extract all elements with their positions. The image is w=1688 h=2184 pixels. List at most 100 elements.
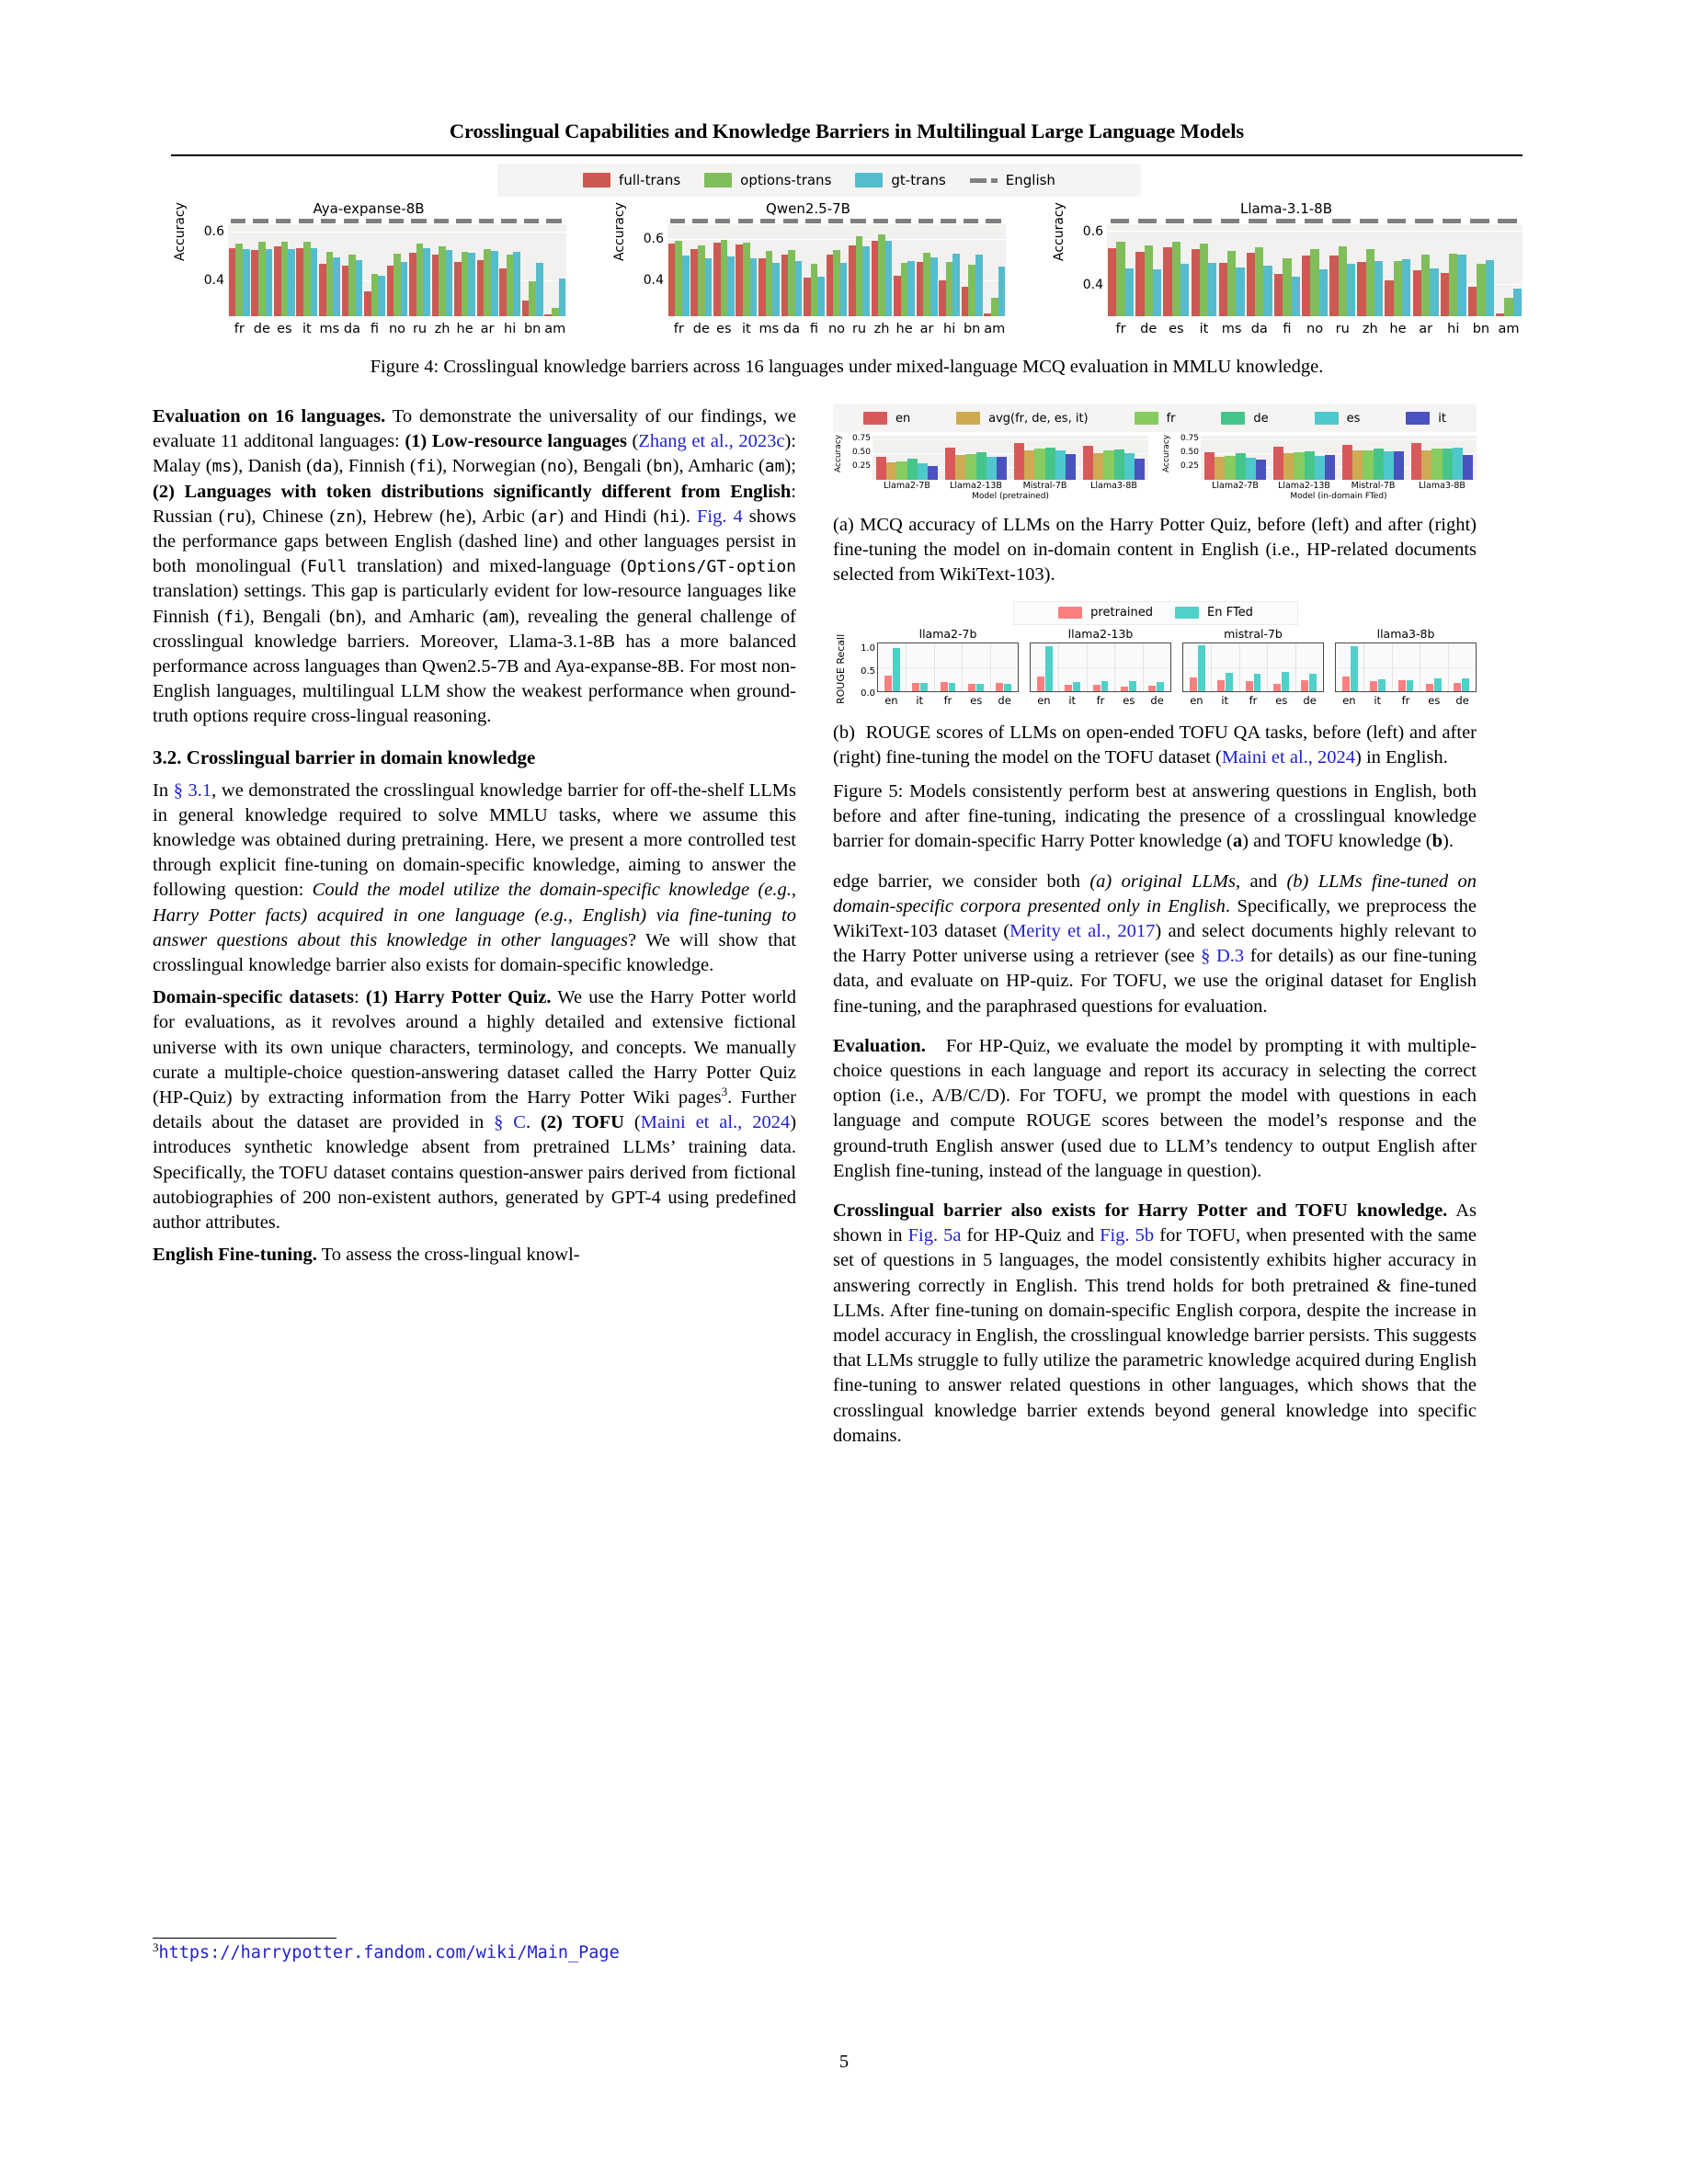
citation-maini-2024[interactable]: Maini et al., 2024 bbox=[1221, 746, 1356, 768]
bar-group bbox=[1239, 643, 1267, 691]
dash-segment bbox=[276, 219, 291, 223]
bar bbox=[1440, 272, 1450, 316]
x-tick-label: de bbox=[1303, 693, 1317, 707]
bar bbox=[920, 683, 928, 691]
bar-group bbox=[273, 224, 296, 316]
legend-label-en: en bbox=[895, 411, 911, 426]
bar-group bbox=[667, 224, 690, 316]
bar bbox=[720, 240, 728, 316]
figure-5b-caption: (b) ROUGE scores of LLMs on open-ended T… bbox=[833, 722, 1477, 768]
bar bbox=[1272, 446, 1283, 480]
bar bbox=[1314, 455, 1325, 480]
figure-5-caption-pre: Figure 5: Models consistently perform be… bbox=[833, 781, 1477, 852]
bar bbox=[912, 682, 920, 691]
legend-label-gt-trans: gt-trans bbox=[891, 172, 946, 188]
citation-maini-2024[interactable]: Maini et al., 2024 bbox=[640, 1112, 791, 1133]
bar bbox=[400, 261, 408, 316]
bar bbox=[781, 254, 789, 316]
x-tick-label: de bbox=[998, 693, 1011, 707]
dash-segment bbox=[986, 219, 1001, 223]
bar bbox=[894, 276, 901, 316]
paragraph-evaluation-16-languages: Evaluation on 16 languages. To demonstra… bbox=[153, 406, 797, 727]
legend-label-fr: fr bbox=[1166, 411, 1176, 426]
x-axis-labels: en it fr es de bbox=[1030, 694, 1171, 707]
bar bbox=[529, 280, 536, 316]
bar bbox=[788, 250, 795, 316]
bar bbox=[1004, 684, 1012, 691]
bar bbox=[1245, 458, 1256, 480]
dash-segment bbox=[523, 219, 540, 223]
english-reference-line bbox=[228, 219, 566, 223]
bar-group bbox=[1058, 643, 1086, 691]
bar bbox=[1152, 269, 1162, 316]
legend-item-fr: fr bbox=[1134, 411, 1176, 426]
y-tick: 0.4 bbox=[203, 273, 224, 288]
plot-area bbox=[873, 436, 1148, 480]
reference-fig-5b[interactable]: Fig. 5b bbox=[1100, 1225, 1155, 1246]
bar-group bbox=[1218, 224, 1246, 316]
bar bbox=[273, 246, 281, 316]
reference-fig-4[interactable]: Fig. 4 bbox=[697, 506, 743, 527]
bar bbox=[698, 245, 705, 316]
y-tick: 0.25 bbox=[851, 461, 871, 471]
bar bbox=[1291, 276, 1300, 316]
x-tick-label: fi bbox=[809, 322, 819, 336]
bar bbox=[986, 456, 997, 480]
bar bbox=[916, 262, 924, 316]
bar bbox=[1352, 450, 1363, 480]
bar bbox=[521, 300, 530, 316]
paragraph-english-fine-tuning: English Fine-tuning. To assess the cross… bbox=[153, 1245, 580, 1266]
dash-segment bbox=[321, 219, 336, 223]
figure-5b-legend: pretrained En FTed bbox=[1013, 600, 1298, 625]
bar-group bbox=[1356, 224, 1384, 316]
bar-group bbox=[1412, 224, 1440, 316]
bar bbox=[1253, 673, 1261, 691]
bar-group bbox=[318, 224, 341, 316]
swatch-en-fted bbox=[1175, 607, 1199, 620]
bar-group bbox=[228, 224, 251, 316]
legend-label-options-trans: options-trans bbox=[740, 172, 832, 188]
bar bbox=[1226, 672, 1233, 691]
citation-merity-2017[interactable]: Merity et al., 2017 bbox=[1009, 921, 1156, 942]
bar-group bbox=[1408, 436, 1477, 480]
bar bbox=[1044, 645, 1053, 691]
bar bbox=[804, 278, 811, 316]
y-axis-ticks: 0.6 0.4 bbox=[629, 224, 664, 316]
figure-5a-panels: Accuracy 0.75 0.50 0.25 Llama2-7B Llama2-… bbox=[833, 434, 1477, 504]
x-tick-label: Mistral-7B bbox=[1351, 481, 1396, 491]
bar bbox=[1273, 273, 1283, 316]
bar bbox=[907, 458, 918, 480]
bar-group bbox=[1031, 643, 1058, 691]
bar bbox=[1420, 255, 1431, 316]
bar bbox=[544, 314, 552, 316]
y-axis-ticks: 0.75 0.50 0.25 bbox=[1172, 434, 1199, 482]
y-tick: 0.50 bbox=[851, 448, 871, 457]
reference-fig-5a[interactable]: Fig. 5a bbox=[907, 1225, 962, 1246]
y-tick: 0.4 bbox=[643, 273, 664, 288]
reference-section-d-3[interactable]: § D.3 bbox=[1201, 946, 1245, 967]
footnote-url[interactable]: https://harrypotter.fandom.com/wiki/Main… bbox=[158, 1943, 620, 1962]
bar bbox=[884, 241, 893, 316]
citation-zhang-2023c[interactable]: Zhang et al., 2023c bbox=[638, 431, 785, 452]
x-tick-label: it bbox=[1199, 322, 1209, 336]
y-axis-ticks: 0.6 0.4 bbox=[1068, 224, 1103, 316]
x-axis-labels: en it fr es de bbox=[1335, 694, 1477, 707]
reference-section-c[interactable]: § C bbox=[494, 1112, 526, 1133]
dash-segment bbox=[411, 219, 427, 223]
bar bbox=[1197, 645, 1205, 691]
bar bbox=[1496, 313, 1505, 316]
paragraph-edge-barrier: edge barrier, we consider both (a) origi… bbox=[833, 870, 1477, 1017]
bar bbox=[1148, 686, 1157, 691]
bar bbox=[1073, 681, 1080, 691]
dash-segment bbox=[737, 219, 753, 223]
footnote-marker[interactable]: 3 bbox=[721, 1085, 728, 1099]
reference-section-3-1[interactable]: § 3.1 bbox=[173, 779, 212, 801]
dash-segment bbox=[1276, 219, 1295, 223]
bar bbox=[1124, 267, 1135, 316]
panel-title: llama2-7b bbox=[918, 626, 977, 641]
x-tick-label: he bbox=[895, 322, 913, 336]
bar bbox=[900, 262, 908, 316]
bar bbox=[930, 257, 938, 316]
x-tick-label: bn bbox=[523, 322, 542, 336]
x-tick-label: en bbox=[1190, 693, 1203, 707]
